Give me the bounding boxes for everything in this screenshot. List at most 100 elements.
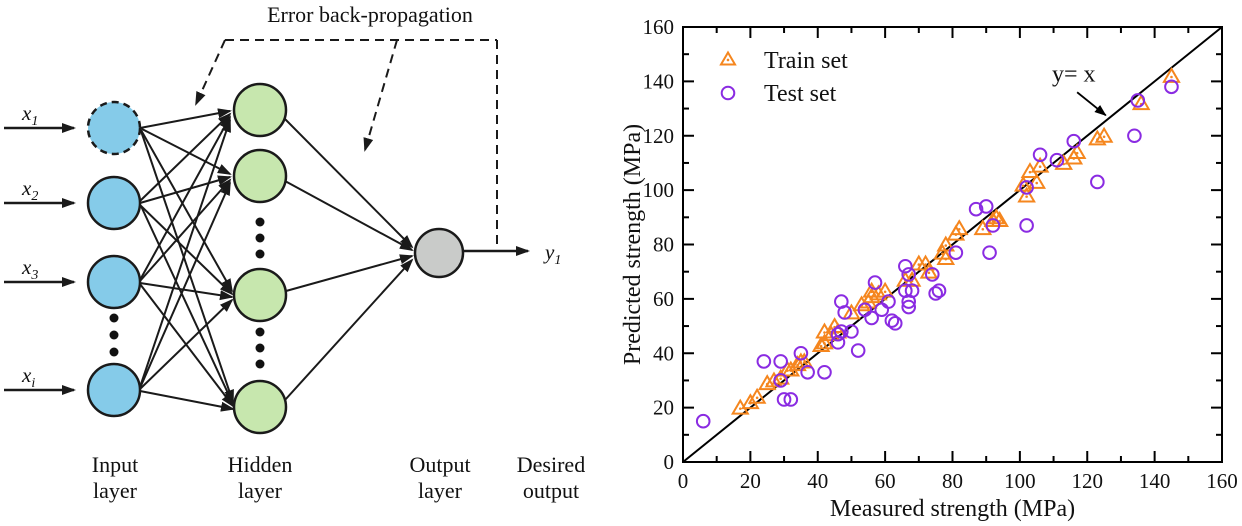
y-tick-label: 100 (643, 178, 675, 202)
test-point (867, 275, 883, 290)
test-point (928, 286, 943, 301)
hidden-ellipsis-dots-lower (255, 327, 265, 369)
x-tick-label: 100 (1004, 469, 1036, 493)
x-tick-label: 60 (875, 469, 896, 493)
test-point (756, 354, 772, 369)
caption-input-layer2: layer (93, 478, 138, 503)
backprop-arrow-left (195, 39, 226, 106)
test-point (837, 305, 852, 320)
hidden-node-3 (232, 267, 288, 323)
test-point (1130, 93, 1146, 108)
hidden-node-1 (232, 82, 288, 138)
train-point (815, 333, 834, 350)
y-tick-label: 20 (653, 396, 674, 420)
train-point (936, 249, 956, 266)
train-point (1013, 175, 1033, 192)
input-label-xi: xi (21, 363, 35, 391)
input-hidden-connections (139, 108, 235, 412)
input-node-4 (86, 362, 142, 418)
test-point (800, 364, 815, 380)
output-node (413, 227, 465, 279)
test-point (1019, 180, 1034, 195)
test-point (864, 310, 879, 326)
y-tick-label: 80 (653, 233, 674, 257)
train-point (771, 368, 790, 385)
series-test (695, 79, 1179, 429)
backprop-dashed-path (195, 39, 498, 244)
identity-line-annotation: y= x (1052, 61, 1096, 87)
scatter-chart: 00 20 20 40 40 60 60 80 80 100 100 120 120 140 140 160 1… (620, 15, 1238, 522)
test-point (850, 343, 866, 358)
test-point (776, 392, 792, 407)
test-point (793, 345, 809, 361)
test-point (830, 326, 846, 342)
train-point (1027, 172, 1047, 189)
test-point (773, 373, 788, 388)
backprop-arrow-mid (363, 39, 398, 152)
input-node-2 (86, 175, 142, 231)
test-point (901, 299, 917, 315)
test-point (1019, 218, 1034, 233)
legend-test-label: Test set (764, 81, 837, 107)
x-tick-label: 0 (678, 469, 689, 493)
caption-output-layer: Output (409, 452, 470, 477)
legend-test-marker (720, 85, 736, 101)
hidden-nodes (232, 82, 288, 435)
test-point (1090, 174, 1105, 190)
caption-hidden-layer: Hidden (228, 452, 293, 477)
x-tick-label: 120 (1072, 469, 1104, 493)
test-point (1049, 152, 1065, 168)
caption-output-layer2: layer (418, 478, 463, 503)
train-point (1030, 156, 1050, 173)
test-point (834, 324, 849, 339)
legend-train-label: Train set (764, 48, 848, 74)
hidden-output-connections (283, 117, 414, 401)
test-point (887, 316, 903, 331)
series-train (730, 66, 1181, 415)
y-axis-title: Predicted strength (MPa) (620, 124, 646, 365)
train-point (949, 219, 969, 236)
y-tick-label: 60 (653, 287, 674, 311)
y-tick-label: 0 (664, 450, 675, 474)
test-point (982, 245, 997, 260)
test-point (773, 354, 788, 369)
test-point (948, 245, 964, 260)
test-point (1032, 147, 1048, 163)
test-point (931, 283, 947, 299)
test-point (901, 267, 917, 282)
test-point (968, 201, 984, 217)
input-label-x2: x2 (21, 176, 38, 204)
input-ellipsis-dots (109, 313, 119, 357)
x-tick-label: 80 (942, 469, 963, 493)
test-point (817, 364, 832, 380)
annotation-arrow (1076, 91, 1107, 117)
hidden-node-4 (232, 379, 288, 435)
test-point (904, 283, 920, 299)
y-tick-label: 140 (643, 69, 675, 93)
input-label-x3: x3 (21, 255, 38, 283)
test-point (844, 324, 859, 339)
caption-desired-output2: output (523, 478, 579, 503)
input-nodes (86, 100, 142, 418)
test-point (884, 313, 900, 328)
input-node-1 (86, 100, 142, 156)
test-point (978, 199, 994, 214)
train-point (747, 387, 767, 404)
input-node-3 (86, 254, 142, 310)
x-axis-title: Measured strength (MPa) (830, 496, 1075, 522)
input-arrows (4, 123, 76, 395)
train-point (1067, 143, 1087, 160)
hidden-ellipsis-dots-upper (255, 217, 265, 259)
legend: Train set Test set (719, 48, 848, 107)
x-tick-label: 40 (807, 469, 828, 493)
y-tick-label: 40 (653, 341, 674, 365)
caption-desired-output: Desired (517, 452, 585, 477)
test-point (924, 267, 940, 282)
legend-train-marker (719, 50, 737, 66)
train-point (919, 262, 939, 279)
hidden-node-2 (232, 148, 288, 204)
nn-diagram: Error back-propagation x1 x2 x3 xi (4, 2, 585, 503)
test-point (881, 294, 896, 309)
x-tick-label: 140 (1139, 469, 1171, 493)
